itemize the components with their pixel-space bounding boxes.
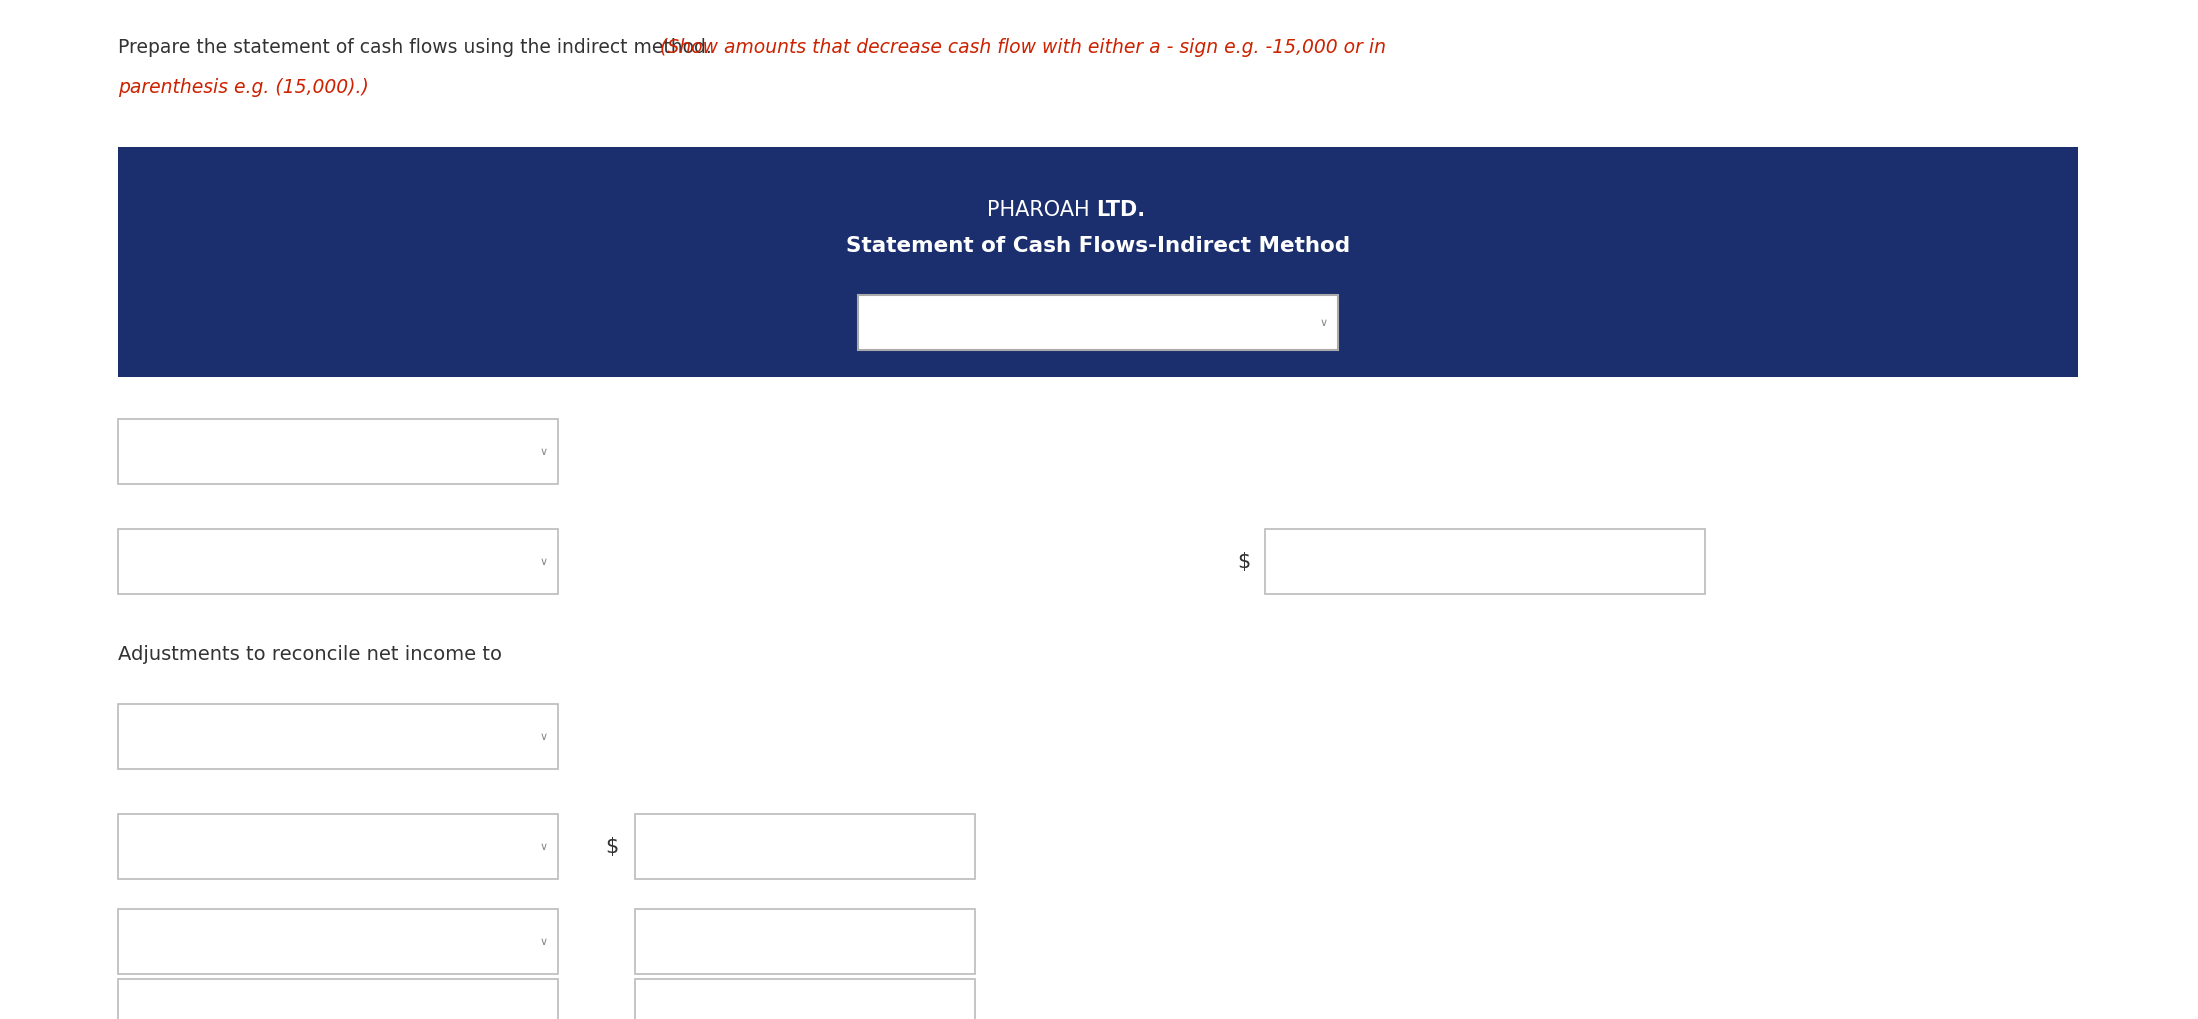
Bar [119, 909, 558, 974]
Text: Prepare the statement of cash flows using the indirect method.: Prepare the statement of cash flows usin… [119, 38, 719, 57]
Text: Statement of Cash Flows-Indirect Method: Statement of Cash Flows-Indirect Method [846, 235, 1350, 256]
Bar [635, 979, 976, 1019]
Text: ∨: ∨ [541, 936, 547, 947]
Bar [1266, 530, 1706, 594]
Bar [857, 296, 1339, 351]
Bar [635, 909, 976, 974]
Text: (Show amounts that decrease cash flow with either a - sign e.g. -15,000 or in: (Show amounts that decrease cash flow wi… [659, 38, 1387, 57]
Bar [119, 148, 2077, 378]
Bar [119, 530, 558, 594]
Bar [119, 979, 558, 1019]
Bar [119, 814, 558, 879]
Text: $: $ [1237, 552, 1251, 572]
Text: ∨: ∨ [1321, 318, 1328, 328]
Text: ∨: ∨ [541, 842, 547, 852]
Text: ∨: ∨ [541, 447, 547, 458]
Text: LTD.: LTD. [1097, 200, 1145, 220]
Text: $: $ [604, 837, 618, 857]
Text: PHAROAH: PHAROAH [987, 200, 1097, 220]
Text: parenthesis e.g. (15,000).): parenthesis e.g. (15,000).) [119, 77, 369, 97]
Text: Adjustments to reconcile net income to: Adjustments to reconcile net income to [119, 644, 501, 663]
Bar [635, 814, 976, 879]
Text: ∨: ∨ [541, 557, 547, 567]
Text: ∨: ∨ [541, 732, 547, 742]
Bar [119, 704, 558, 769]
Bar [119, 420, 558, 484]
